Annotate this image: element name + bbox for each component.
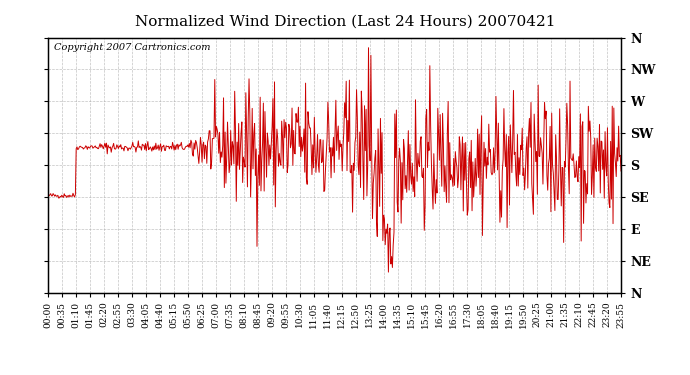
Text: Normalized Wind Direction (Last 24 Hours) 20070421: Normalized Wind Direction (Last 24 Hours…	[135, 15, 555, 29]
Text: Copyright 2007 Cartronics.com: Copyright 2007 Cartronics.com	[54, 43, 210, 52]
